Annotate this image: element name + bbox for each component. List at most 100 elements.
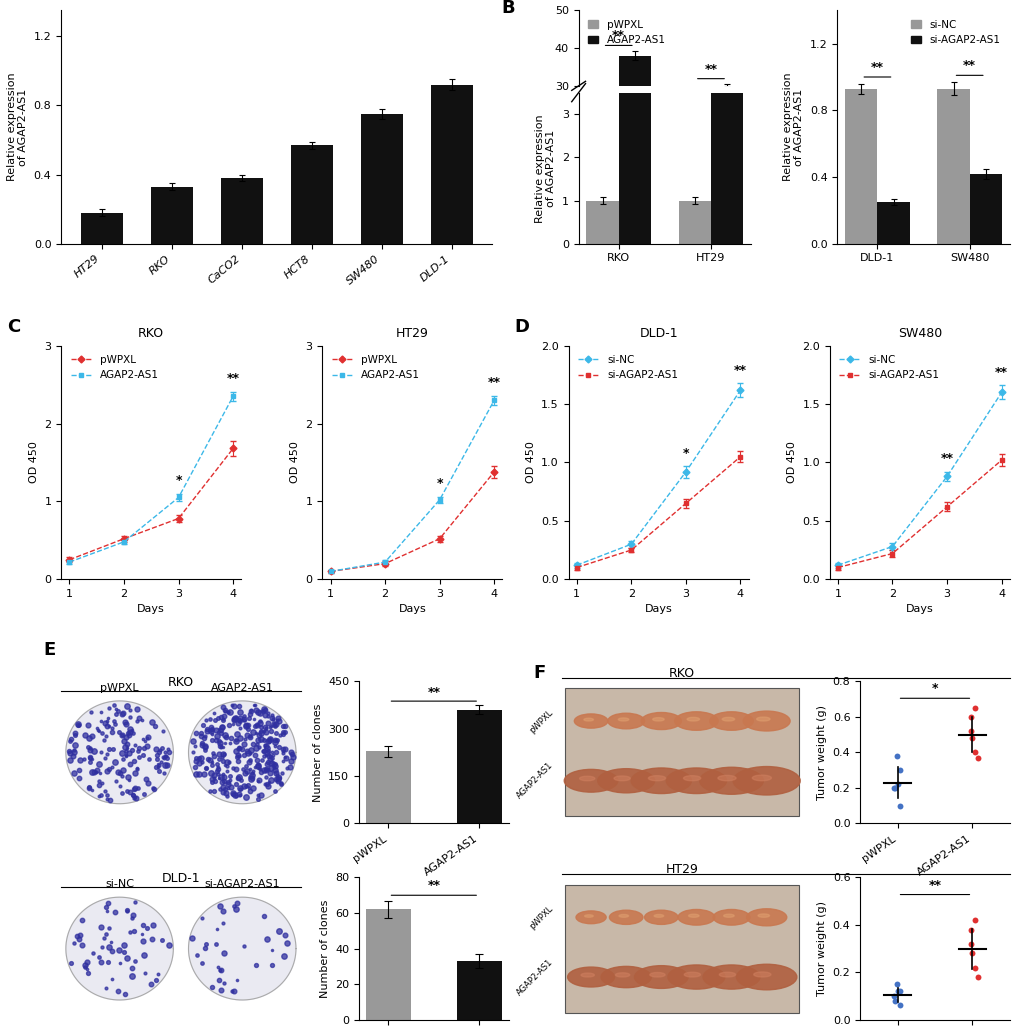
Legend: pWPXL, AGAP2-AS1: pWPXL, AGAP2-AS1	[66, 351, 163, 384]
Text: C: C	[7, 317, 20, 336]
Point	[886, 988, 902, 1004]
Text: **: **	[427, 686, 440, 698]
Ellipse shape	[743, 711, 790, 731]
Ellipse shape	[649, 972, 664, 977]
Ellipse shape	[718, 972, 735, 977]
Text: **: **	[427, 879, 440, 892]
Y-axis label: Tumor weight (g): Tumor weight (g)	[816, 705, 826, 800]
Ellipse shape	[618, 718, 629, 721]
Ellipse shape	[597, 768, 654, 793]
Ellipse shape	[722, 915, 734, 918]
Polygon shape	[66, 897, 173, 1000]
Point	[890, 776, 906, 792]
Point	[969, 969, 985, 986]
Point	[963, 946, 979, 962]
Title: SW480: SW480	[897, 328, 941, 341]
X-axis label: Days: Days	[398, 605, 426, 615]
Point	[892, 762, 908, 779]
Ellipse shape	[584, 915, 593, 918]
Text: *: *	[930, 683, 937, 695]
Point	[962, 723, 978, 740]
Ellipse shape	[574, 714, 607, 728]
Point	[961, 922, 977, 938]
Point	[965, 959, 981, 975]
Ellipse shape	[687, 717, 699, 721]
Text: AGAP2-AS1: AGAP2-AS1	[515, 761, 554, 800]
Bar	[361, 114, 403, 244]
Legend: pWPXL, AGAP2-AS1: pWPXL, AGAP2-AS1	[583, 15, 669, 49]
Bar	[81, 212, 122, 244]
Ellipse shape	[756, 717, 769, 721]
Ellipse shape	[600, 966, 651, 988]
Ellipse shape	[634, 966, 688, 989]
Ellipse shape	[614, 972, 629, 977]
Text: pWPXL: pWPXL	[528, 903, 554, 931]
Bar	[457, 961, 501, 1020]
Ellipse shape	[699, 767, 762, 794]
Text: **: **	[995, 366, 1007, 379]
Text: *: *	[175, 474, 181, 487]
Ellipse shape	[683, 776, 700, 781]
Ellipse shape	[733, 766, 800, 795]
Ellipse shape	[641, 713, 681, 729]
Ellipse shape	[607, 713, 644, 729]
Ellipse shape	[619, 915, 628, 918]
Bar	[678, 201, 710, 244]
Y-axis label: Tumor weight (g): Tumor weight (g)	[816, 901, 826, 996]
Bar	[710, 0, 743, 244]
Text: **: **	[927, 879, 941, 892]
Title: si-AGAP2-AS1: si-AGAP2-AS1	[204, 880, 280, 890]
Text: *: *	[436, 477, 442, 490]
Ellipse shape	[665, 768, 726, 793]
Bar	[586, 201, 619, 244]
FancyBboxPatch shape	[565, 885, 799, 1012]
Y-axis label: OD 450: OD 450	[786, 442, 796, 483]
Point	[890, 983, 906, 999]
Text: **: **	[870, 61, 883, 74]
Y-axis label: OD 450: OD 450	[289, 442, 300, 483]
Point	[966, 699, 982, 716]
Title: AGAP2-AS1: AGAP2-AS1	[211, 683, 273, 693]
Text: **: **	[940, 452, 953, 466]
Y-axis label: OD 450: OD 450	[29, 442, 39, 483]
Ellipse shape	[648, 776, 665, 781]
X-axis label: Days: Days	[644, 605, 672, 615]
Ellipse shape	[608, 911, 642, 924]
Point	[888, 748, 904, 764]
Text: RKO: RKO	[168, 676, 194, 689]
Y-axis label: Relative expression
of AGAP2-AS1: Relative expression of AGAP2-AS1	[6, 73, 29, 181]
Y-axis label: Relative expression
of AGAP2-AS1: Relative expression of AGAP2-AS1	[782, 73, 804, 181]
Legend: si-NC, si-AGAP2-AS1: si-NC, si-AGAP2-AS1	[835, 351, 943, 384]
Ellipse shape	[567, 967, 613, 987]
Y-axis label: OD 450: OD 450	[525, 442, 535, 483]
Bar	[876, 202, 909, 244]
Bar	[969, 174, 1001, 244]
Ellipse shape	[736, 964, 796, 990]
Text: **: **	[611, 30, 625, 42]
Bar	[619, 56, 650, 199]
Bar	[586, 196, 619, 199]
Point	[961, 709, 977, 725]
Ellipse shape	[631, 768, 691, 793]
Text: **: **	[226, 372, 239, 385]
Title: RKO: RKO	[668, 667, 694, 680]
Y-axis label: Relative expression
of AGAP2-AS1: Relative expression of AGAP2-AS1	[534, 114, 555, 222]
Text: **: **	[962, 59, 975, 72]
Ellipse shape	[583, 718, 593, 721]
Text: *: *	[682, 447, 689, 459]
Point	[892, 983, 908, 999]
Text: E: E	[44, 642, 56, 659]
Ellipse shape	[564, 769, 618, 792]
Text: **: **	[704, 63, 716, 75]
Ellipse shape	[702, 965, 759, 989]
Polygon shape	[66, 701, 173, 803]
Ellipse shape	[709, 712, 753, 730]
Bar	[678, 196, 710, 199]
Ellipse shape	[688, 915, 698, 918]
Text: F: F	[533, 664, 545, 682]
Title: DLD-1: DLD-1	[639, 328, 678, 341]
Ellipse shape	[579, 777, 594, 781]
Point	[891, 797, 907, 814]
Legend: si-NC, si-AGAP2-AS1: si-NC, si-AGAP2-AS1	[574, 351, 682, 384]
Bar	[220, 178, 263, 244]
